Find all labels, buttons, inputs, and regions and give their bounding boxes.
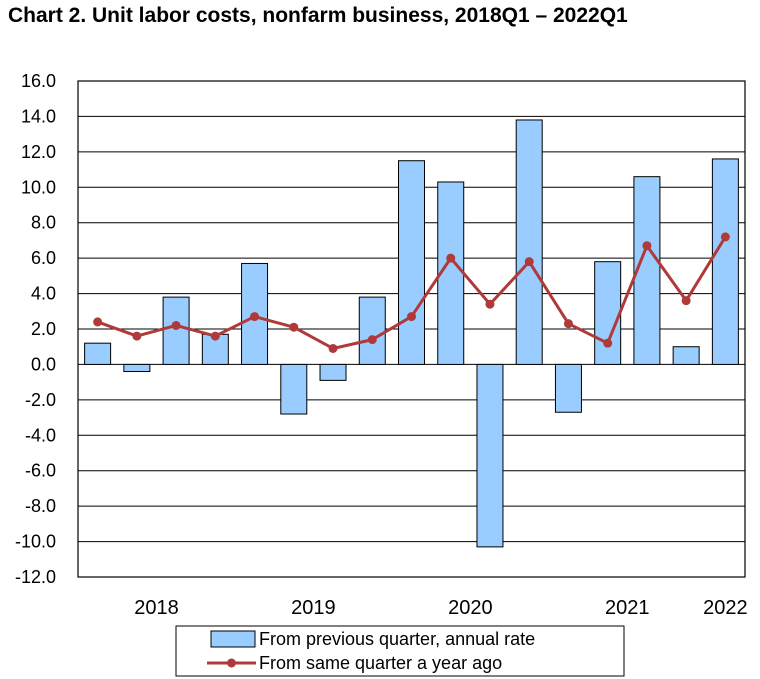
line-point xyxy=(524,257,534,267)
bar xyxy=(554,363,582,413)
legend-line-marker xyxy=(227,658,236,668)
line-point xyxy=(289,322,299,332)
y-tick-label: 2.0 xyxy=(31,319,56,339)
line-point xyxy=(407,312,416,322)
y-axis-ticks: 16.0 14.0 12.0 10.0 8.0 6.0 4.0 2.0 0.0 -2.0 -4.0 -… xyxy=(15,71,56,587)
line-point xyxy=(446,253,456,263)
y-tick-label: -6.0 xyxy=(25,461,56,481)
bar xyxy=(319,363,347,381)
bar xyxy=(398,160,425,365)
bar xyxy=(162,296,190,365)
x-year-label: 2021 xyxy=(605,597,650,619)
y-tick-label: 14.0 xyxy=(21,106,56,126)
legend-line-label: From same quarter a year ago xyxy=(259,653,502,673)
y-tick-label: 8.0 xyxy=(31,213,56,233)
line-point xyxy=(681,296,691,306)
y-tick-label: 0.0 xyxy=(31,354,56,374)
y-tick-label: 10.0 xyxy=(21,177,56,197)
legend: From previous quarter, annual rate From … xyxy=(175,625,625,677)
x-year-label: 2022 xyxy=(703,597,748,619)
line-point xyxy=(642,241,652,251)
x-axis-year-labels: 2018 2019 2020 2021 2022 xyxy=(134,597,747,619)
chart-title: Chart 2. Unit labor costs, nonfarm busin… xyxy=(8,4,628,27)
y-tick-label: -4.0 xyxy=(25,425,56,445)
bar xyxy=(476,363,504,548)
y-tick-label: 4.0 xyxy=(31,284,56,304)
line-point xyxy=(563,319,573,329)
y-tick-label: -2.0 xyxy=(25,390,56,410)
y-tick-label: 12.0 xyxy=(21,142,56,162)
line-point xyxy=(93,317,103,327)
bar xyxy=(515,119,543,365)
bar xyxy=(358,296,386,365)
bar xyxy=(84,342,112,365)
line-series xyxy=(93,232,730,353)
x-year-label: 2020 xyxy=(448,597,493,619)
bar xyxy=(241,262,269,365)
x-year-label: 2019 xyxy=(291,597,336,619)
line-point xyxy=(485,299,495,309)
line-point xyxy=(250,312,260,322)
bar-series xyxy=(84,119,739,548)
bar xyxy=(280,363,308,415)
y-tick-label: -8.0 xyxy=(25,496,56,516)
bar xyxy=(594,261,622,365)
plot-area-border xyxy=(77,80,746,578)
y-tick-label: 6.0 xyxy=(31,248,56,268)
bar xyxy=(711,158,739,365)
line-point xyxy=(603,338,613,348)
line-point xyxy=(328,343,338,353)
y-tick-label: -12.0 xyxy=(15,567,56,587)
bar xyxy=(672,346,700,365)
y-tick-label: -10.0 xyxy=(15,532,56,552)
line-point xyxy=(210,331,220,341)
line-point xyxy=(720,232,730,242)
y-tick-label: 16.0 xyxy=(21,71,56,91)
x-year-label: 2018 xyxy=(134,597,179,619)
line-point xyxy=(132,331,142,341)
line-point xyxy=(367,335,377,345)
legend-bar-swatch xyxy=(210,630,256,648)
bar xyxy=(123,363,151,373)
legend-bar-label: From previous quarter, annual rate xyxy=(259,629,535,649)
line-point xyxy=(171,320,181,330)
